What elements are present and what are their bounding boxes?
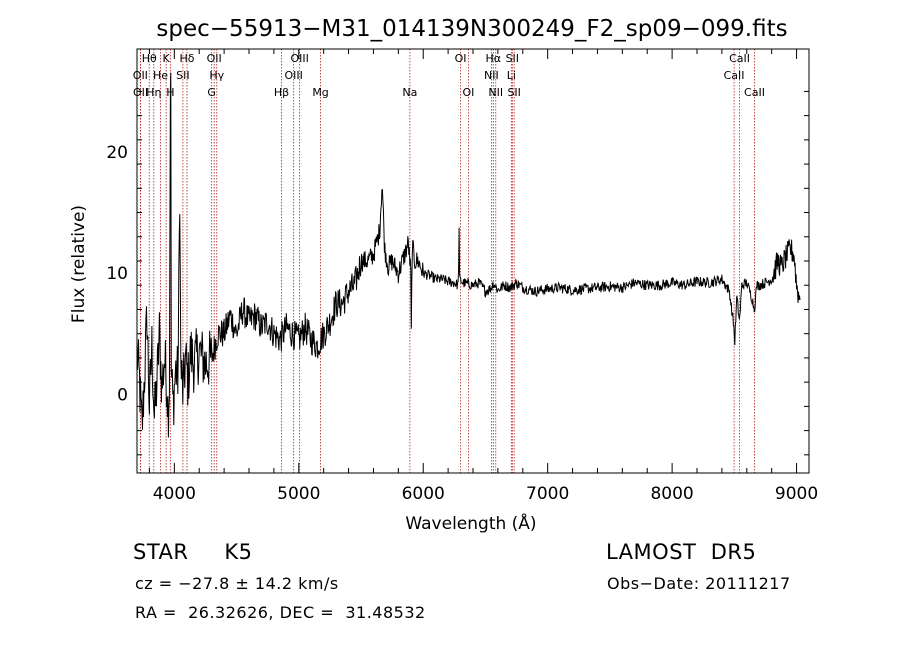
spectral-line-label: Hη [146, 86, 161, 99]
spectral-line-label: CaII [729, 52, 750, 65]
spectral-line-label: SII [506, 52, 519, 65]
spectral-line-label: Hα [486, 52, 502, 65]
plot-frame [136, 48, 810, 474]
spectral-line-label: OI [455, 52, 467, 65]
tick-labels: 4000 5000 6000 7000 8000 9000 0 10 20 [106, 143, 818, 504]
survey-label: LAMOST DR5 [606, 540, 757, 564]
spectral-line-label: OIII [284, 69, 302, 82]
spectral-line-label: Hθ [142, 52, 157, 65]
spectral-line-label: CaII [724, 69, 745, 82]
x-tick-label: 4000 [153, 484, 196, 504]
x-tick-label: 6000 [402, 484, 445, 504]
spectral-line-label: Mg [312, 86, 328, 99]
y-tick-label: 10 [106, 264, 128, 284]
x-axis-label: Wavelength (Å) [405, 512, 536, 534]
spectral-line-label: OIII [290, 52, 308, 65]
spectral-line-markers [139, 49, 755, 473]
chart-title: spec−55913−M31_014139N300249_F2_sp09−099… [156, 16, 787, 42]
spectral-line-label: NII [488, 86, 503, 99]
x-tick-label: 8000 [650, 484, 693, 504]
spectral-line-label: SII [176, 69, 189, 82]
spectral-line-label: Na [402, 86, 417, 99]
y-tick-label: 0 [117, 385, 128, 405]
spectrum-line [136, 72, 801, 438]
spectral-line-labels: Hθ K Hδ OII OIII OI Hα SII CaII OII He SII Hγ OIII NII… [133, 52, 765, 99]
spectral-line-label: Li [507, 69, 516, 82]
spectral-line-label: OI [462, 86, 474, 99]
spectral-line-label: OII [133, 86, 148, 99]
y-axis-label: Flux (relative) [69, 205, 89, 323]
spectral-line-label: SII [507, 86, 520, 99]
y-tick-label: 20 [106, 143, 128, 163]
spectral-line-label: H [166, 86, 174, 99]
spectral-line-label: G [207, 86, 216, 99]
spectral-line-label: K [163, 52, 171, 65]
tick-marks [137, 49, 809, 473]
redshift-label: cz = −27.8 ± 14.2 km/s [135, 574, 339, 593]
spectral-line-label: Hγ [209, 69, 224, 82]
spectral-line-label: He [153, 69, 168, 82]
spectral-line-label: OII [133, 69, 148, 82]
plot-axes [136, 48, 810, 474]
obs-date-label: Obs−Date: 20111217 [607, 574, 791, 593]
spectral-line-label: NII [484, 69, 499, 82]
coordinates-label: RA = 26.32626, DEC = 31.48532 [135, 603, 426, 622]
spectral-line-label: OII [207, 52, 222, 65]
x-tick-label: 9000 [775, 484, 818, 504]
spectrum-trace [136, 72, 801, 438]
spectral-line-label: CaII [744, 86, 765, 99]
spectral-line-label: Hδ [180, 52, 195, 65]
spectral-line-label: Hβ [274, 86, 289, 99]
x-tick-label: 7000 [526, 484, 569, 504]
x-tick-label: 5000 [277, 484, 320, 504]
classification-label: STAR K5 [133, 540, 253, 564]
